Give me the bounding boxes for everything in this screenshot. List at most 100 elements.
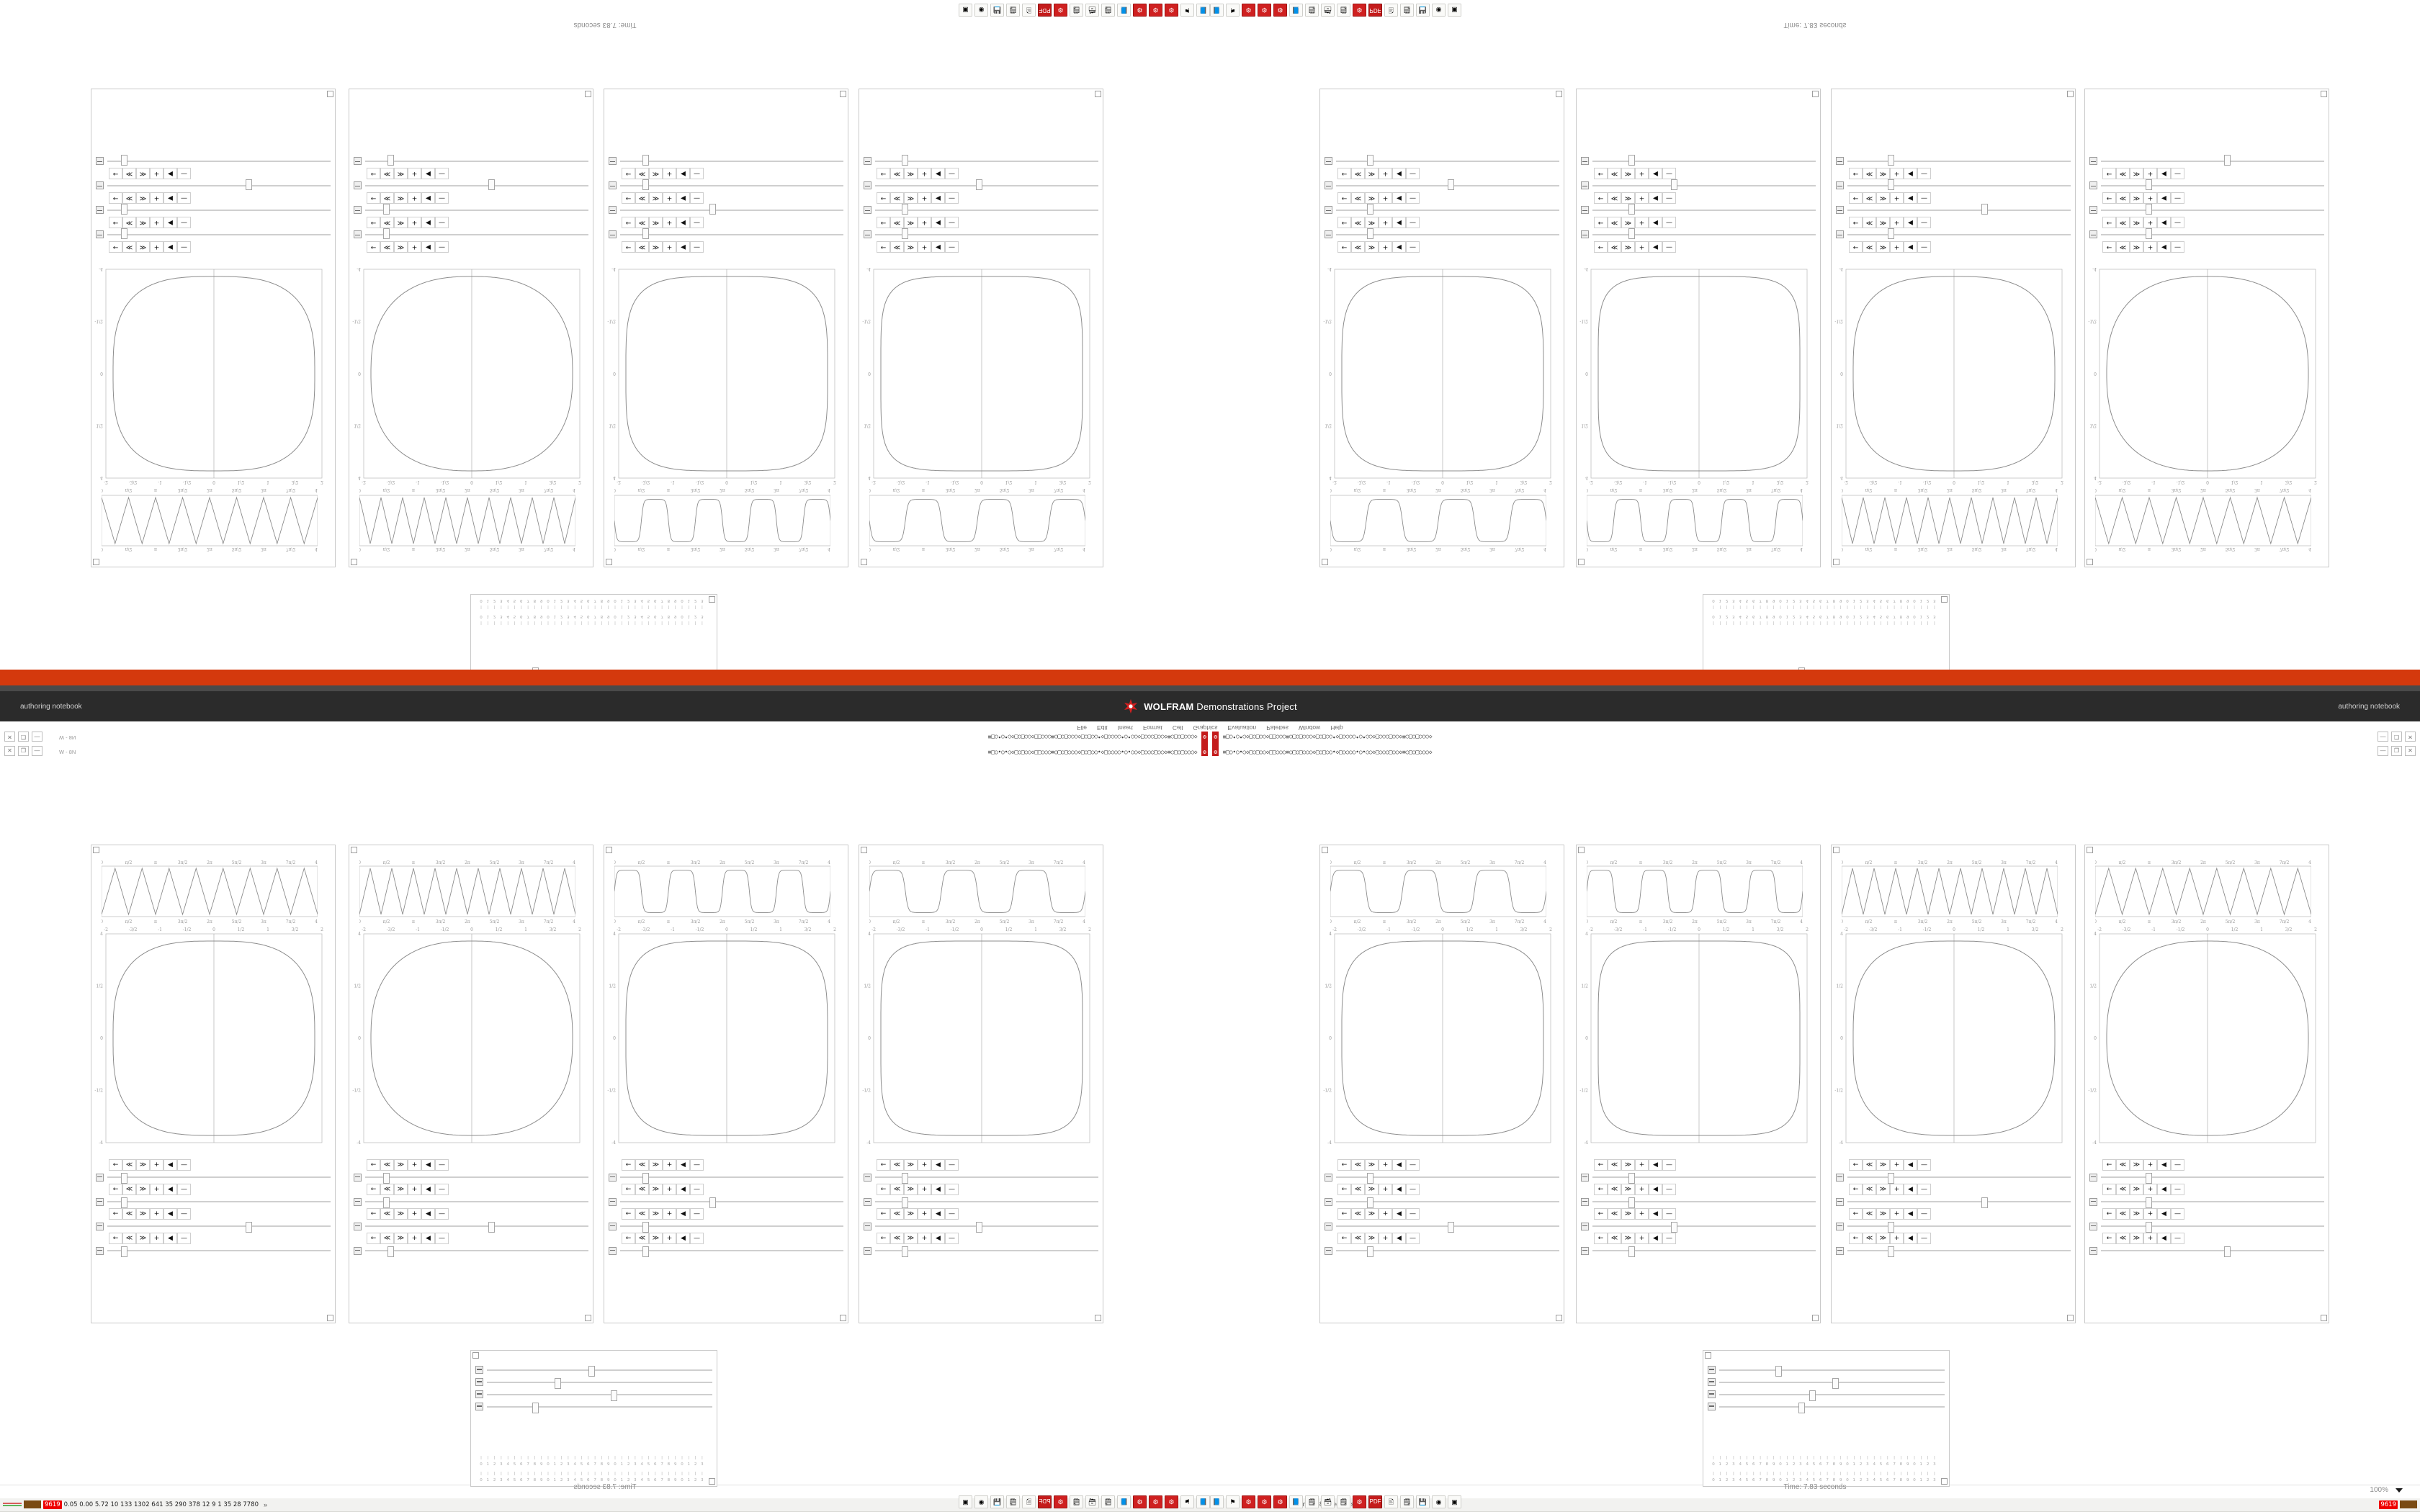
- decrease-button[interactable]: —: [435, 192, 449, 204]
- collapse-icon[interactable]: [354, 1246, 362, 1255]
- play-button[interactable]: ◀: [2157, 217, 2171, 228]
- increase-button[interactable]: +: [408, 1184, 421, 1195]
- play-button[interactable]: ◀: [1904, 241, 1917, 253]
- step-back-button[interactable]: ≪: [122, 1159, 136, 1171]
- reset-button[interactable]: ←: [109, 1208, 122, 1220]
- reset-button[interactable]: ←: [367, 217, 380, 228]
- parameter-slider[interactable]: [1592, 1246, 1816, 1257]
- animation-button-row[interactable]: ← ≪ ≫ + ◀ —: [91, 168, 335, 179]
- animation-button-row[interactable]: ← ≪ ≫ + ◀ —: [1577, 192, 1820, 204]
- save-disk-icon[interactable]: 💾: [1416, 4, 1430, 17]
- animation-button-row[interactable]: ← ≪ ≫ + ◀ —: [604, 1159, 848, 1171]
- play-button[interactable]: ◀: [1649, 1159, 1662, 1171]
- increase-button[interactable]: +: [1379, 192, 1392, 204]
- decrease-button[interactable]: —: [2171, 1208, 2184, 1220]
- increase-button[interactable]: +: [918, 1208, 931, 1220]
- slider-row[interactable]: [471, 1400, 717, 1413]
- collapse-icon[interactable]: [1836, 181, 1844, 190]
- text-editor-icon[interactable]: 🗒: [1400, 4, 1414, 17]
- increase-button[interactable]: +: [150, 1184, 163, 1195]
- chevron-down-icon[interactable]: [2396, 1488, 2403, 1493]
- menu-bar-upper[interactable]: File Edit Insert Format Cell Graphics Ev…: [0, 721, 2420, 732]
- window-controls-left-upper[interactable]: ✕ ❐ —: [4, 732, 42, 742]
- collapse-icon[interactable]: [1836, 1197, 1844, 1206]
- parameter-slider[interactable]: [107, 179, 331, 190]
- decrease-button[interactable]: —: [945, 192, 959, 204]
- decrease-button[interactable]: —: [2171, 192, 2184, 204]
- reset-button[interactable]: ←: [2102, 1159, 2116, 1171]
- collapse-icon[interactable]: [1325, 1222, 1332, 1230]
- step-forward-button[interactable]: ≫: [649, 241, 663, 253]
- slider-row[interactable]: [1320, 204, 1564, 217]
- terminal-icon[interactable]: ▣: [959, 1495, 972, 1508]
- slider-row[interactable]: [604, 1220, 848, 1233]
- play-button[interactable]: ◀: [1392, 1159, 1406, 1171]
- parameter-slider[interactable]: [1592, 228, 1816, 239]
- reset-button[interactable]: ←: [1594, 241, 1608, 253]
- animation-button-row[interactable]: ← ≪ ≫ + ◀ —: [1320, 1159, 1564, 1171]
- slider-row[interactable]: [349, 1195, 593, 1208]
- step-forward-button[interactable]: ≫: [1621, 192, 1635, 204]
- resize-handle[interactable]: [861, 847, 867, 853]
- step-forward-button[interactable]: ≫: [394, 217, 408, 228]
- animation-button-row[interactable]: ← ≪ ≫ + ◀ —: [349, 217, 593, 228]
- decrease-button[interactable]: —: [177, 168, 191, 179]
- animation-button-row[interactable]: ← ≪ ≫ + ◀ —: [1832, 1159, 2075, 1171]
- play-button[interactable]: ◀: [1649, 217, 1662, 228]
- decrease-button[interactable]: —: [1917, 192, 1931, 204]
- decrease-button[interactable]: —: [1917, 1184, 1931, 1195]
- slider-row[interactable]: [91, 228, 335, 241]
- reset-button[interactable]: ←: [1337, 1208, 1351, 1220]
- step-back-button[interactable]: ≪: [2116, 241, 2130, 253]
- collapse-icon[interactable]: [1325, 181, 1332, 190]
- gear-icon[interactable]: ⚙: [1212, 744, 1219, 757]
- step-back-button[interactable]: ≪: [1351, 1233, 1365, 1244]
- resize-handle[interactable]: [2321, 1315, 2327, 1321]
- increase-button[interactable]: +: [663, 217, 676, 228]
- slider-knob[interactable]: [611, 1390, 618, 1401]
- play-button[interactable]: ◀: [1649, 192, 1662, 204]
- slider-row[interactable]: [2085, 228, 2329, 241]
- increase-button[interactable]: +: [663, 1208, 676, 1220]
- step-back-button[interactable]: ≪: [380, 1208, 394, 1220]
- step-forward-button[interactable]: ≫: [1365, 241, 1379, 253]
- slider-row[interactable]: [1320, 1220, 1564, 1233]
- step-forward-button[interactable]: ≫: [2130, 1208, 2143, 1220]
- decrease-button[interactable]: —: [177, 1184, 191, 1195]
- reset-button[interactable]: ←: [877, 1233, 890, 1244]
- slider-knob[interactable]: [2146, 228, 2152, 239]
- collapse-icon[interactable]: [1708, 1366, 1716, 1374]
- resize-handle[interactable]: [1812, 1315, 1819, 1321]
- animation-button-row[interactable]: ← ≪ ≫ + ◀ —: [1832, 1233, 2075, 1244]
- increase-button[interactable]: +: [2143, 241, 2157, 253]
- decrease-button[interactable]: —: [435, 1233, 449, 1244]
- reset-button[interactable]: ←: [622, 1159, 635, 1171]
- slider-knob[interactable]: [1887, 228, 1894, 239]
- slider-row[interactable]: [859, 155, 1103, 168]
- slider-row[interactable]: [1832, 204, 2075, 217]
- play-button[interactable]: ◀: [163, 1184, 177, 1195]
- collapse-icon[interactable]: [1581, 1222, 1589, 1230]
- slider-row[interactable]: [91, 204, 335, 217]
- close-icon[interactable]: ✕: [2405, 732, 2416, 742]
- text-editor-icon[interactable]: 🗒: [1070, 4, 1083, 17]
- animation-button-row[interactable]: ← ≪ ≫ + ◀ —: [604, 168, 848, 179]
- collapse-icon[interactable]: [864, 1246, 871, 1255]
- slider-knob[interactable]: [382, 1173, 390, 1184]
- step-forward-button[interactable]: ≫: [649, 1233, 663, 1244]
- increase-button[interactable]: +: [1635, 217, 1649, 228]
- archive-icon[interactable]: 🗃: [1085, 1495, 1099, 1508]
- image-viewer-icon[interactable]: ⚑: [1180, 1495, 1194, 1508]
- step-back-button[interactable]: ≪: [380, 1184, 394, 1195]
- increase-button[interactable]: +: [1635, 168, 1649, 179]
- reset-button[interactable]: ←: [109, 192, 122, 204]
- animation-button-row[interactable]: ← ≪ ≫ + ◀ —: [859, 168, 1103, 179]
- collapse-icon[interactable]: [475, 1390, 483, 1398]
- step-forward-button[interactable]: ≫: [1876, 1208, 1890, 1220]
- increase-button[interactable]: +: [1379, 1184, 1392, 1195]
- collapse-icon[interactable]: [1581, 157, 1589, 166]
- window-controls-right-upper[interactable]: — ❐ ✕: [2378, 732, 2416, 742]
- slider-knob[interactable]: [120, 204, 127, 215]
- slider-row[interactable]: [1703, 1364, 1949, 1377]
- decrease-button[interactable]: —: [1917, 241, 1931, 253]
